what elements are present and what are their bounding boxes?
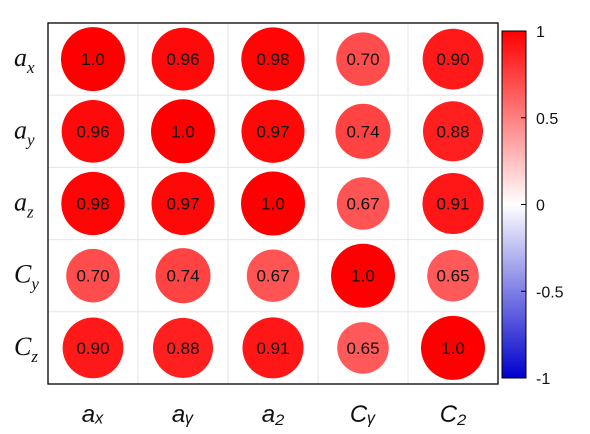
row-label-layer: ax ay az Cy Cz [14, 43, 39, 366]
column-label-ax: aₓ [82, 401, 105, 428]
cell-value-label: 0.88 [166, 339, 199, 358]
row-label-ax: ax [14, 43, 35, 77]
row-label-Cz: Cz [14, 332, 38, 366]
cell-value-label: 0.74 [166, 267, 199, 286]
cell-value-label: 1.0 [261, 195, 285, 214]
circle-layer [61, 27, 485, 380]
colorbar-tick-label: 0.5 [536, 111, 558, 128]
row-label-az: az [14, 188, 34, 222]
cell-value-label: 0.74 [346, 122, 379, 141]
column-label-layer: aₓ aᵧ a₂ Cᵧ C₂ [82, 401, 466, 428]
colorbar-tick-label: -0.5 [536, 284, 564, 301]
cell-value-label: 0.98 [76, 195, 109, 214]
colorbar-tick-label: 1 [536, 24, 545, 41]
correlation-circle [246, 249, 300, 302]
correlation-circle [336, 32, 390, 86]
correlation-circle [151, 99, 215, 164]
correlation-circle [151, 27, 215, 91]
grid-layer [48, 23, 498, 384]
cell-value-label: 1.0 [171, 122, 195, 141]
cell-value-label: 0.70 [76, 267, 109, 286]
colorbar-ticks: 1 0.5 0 -0.5 -1 [521, 24, 564, 388]
correlation-circle [336, 177, 390, 230]
correlation-circle [61, 27, 125, 92]
correlation-circle [241, 99, 305, 163]
cell-value-label: 1.0 [81, 50, 105, 69]
correlation-circle [62, 317, 124, 379]
correlation-circle [66, 248, 120, 303]
correlation-circle [151, 171, 215, 236]
correlation-circle [331, 243, 395, 308]
correlation-circle [61, 99, 125, 163]
column-label-ay: aᵧ [172, 401, 194, 428]
cell-value-label: 0.98 [256, 50, 289, 69]
cell-value-label: 0.67 [346, 195, 379, 214]
colorbar-tick-label: -1 [536, 371, 550, 388]
cell-value-label: 0.88 [436, 122, 469, 141]
cell-value-label: 1.0 [441, 339, 465, 358]
correlation-circle [241, 171, 305, 236]
row-label-ay: ay [14, 115, 35, 149]
correlation-circle [61, 171, 125, 236]
cell-value-label: 0.96 [166, 50, 199, 69]
column-label-az: a₂ [262, 401, 285, 428]
cell-value-label: 0.90 [76, 339, 109, 358]
correlation-circle [427, 249, 479, 302]
cell-value-label: 0.67 [256, 267, 289, 286]
cell-value-label: 0.90 [436, 50, 469, 69]
correlation-circle [335, 103, 391, 159]
correlation-circle [241, 27, 305, 91]
cell-value-label: 0.91 [256, 339, 289, 358]
plot-frame [47, 22, 499, 385]
cell-value-label: 0.96 [76, 122, 109, 141]
cell-label-layer: 1.0 0.96 0.98 0.70 0.90 0.96 1.0 0.97 0.74 0.88 0.… [76, 50, 469, 358]
column-label-Cz: C₂ [440, 401, 466, 428]
correlation-circle [337, 322, 389, 374]
cell-value-label: 0.70 [346, 50, 379, 69]
cell-value-label: 0.97 [166, 195, 199, 214]
correlation-circle [422, 172, 484, 235]
colorbar-tick-label: 0 [536, 198, 545, 215]
cell-value-label: 0.65 [436, 267, 469, 286]
correlation-circle [155, 248, 211, 304]
cell-value-label: 0.91 [436, 195, 469, 214]
correlation-circle [242, 317, 304, 379]
cell-value-label: 0.65 [346, 339, 379, 358]
cell-value-label: 0.97 [256, 122, 289, 141]
correlation-circle [421, 315, 485, 380]
colorbar: 1 0.5 0 -0.5 -1 [501, 24, 564, 388]
correlation-circle [422, 28, 484, 90]
column-label-Cy: Cᵧ [350, 401, 376, 428]
cell-value-label: 1.0 [351, 267, 375, 286]
correlation-circle [422, 101, 484, 162]
row-label-Cy: Cy [14, 260, 39, 294]
correlation-circle [152, 317, 214, 378]
